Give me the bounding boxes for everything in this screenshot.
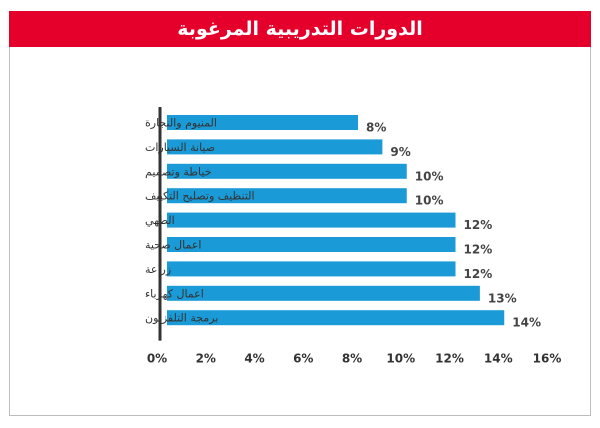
x-tick-label: 2% xyxy=(196,352,216,366)
value-label: 10% xyxy=(415,194,444,208)
value-label: 12% xyxy=(464,243,493,257)
bar xyxy=(167,310,505,326)
x-tick-label: 8% xyxy=(342,352,362,366)
x-tick-label: 4% xyxy=(244,352,264,366)
value-label: 10% xyxy=(415,169,444,183)
bar xyxy=(167,285,480,301)
x-tick-label: 14% xyxy=(484,352,513,366)
category-label: زراعة xyxy=(145,263,171,276)
category-label: صيانة السيارات xyxy=(145,141,215,154)
category-label: اعمال كهرباء xyxy=(145,287,204,300)
value-label: 8% xyxy=(366,121,386,135)
category-label: اعمال صحية xyxy=(145,239,201,252)
x-tick-label: 6% xyxy=(293,352,313,366)
bar xyxy=(167,115,358,130)
bar xyxy=(167,237,456,252)
chart-title: الدورات التدريبية المرغوبة xyxy=(177,18,423,40)
value-label: 12% xyxy=(464,267,493,281)
value-label: 12% xyxy=(464,218,493,232)
bar xyxy=(167,261,456,277)
value-label: 14% xyxy=(512,316,541,330)
value-label: 9% xyxy=(390,145,410,159)
value-label: 13% xyxy=(488,291,517,305)
bar xyxy=(167,188,407,204)
category-label: المنيوم والنجارة xyxy=(145,117,217,130)
bar xyxy=(167,163,407,179)
x-tick-label: 12% xyxy=(435,352,464,366)
x-tick-label: 0% xyxy=(147,352,167,366)
category-label: برمجة التلفزيون xyxy=(145,312,218,325)
bar xyxy=(167,212,456,228)
category-label: خياطة وتصميم xyxy=(145,165,212,178)
x-tick-label: 10% xyxy=(386,352,415,366)
category-label: التنظيف وتصليح التكييف xyxy=(145,190,255,203)
chart-title-bar: الدورات التدريبية المرغوبة xyxy=(9,11,591,47)
bar xyxy=(167,139,383,155)
x-tick-label: 16% xyxy=(533,352,562,366)
category-label: الطهي xyxy=(145,214,175,227)
